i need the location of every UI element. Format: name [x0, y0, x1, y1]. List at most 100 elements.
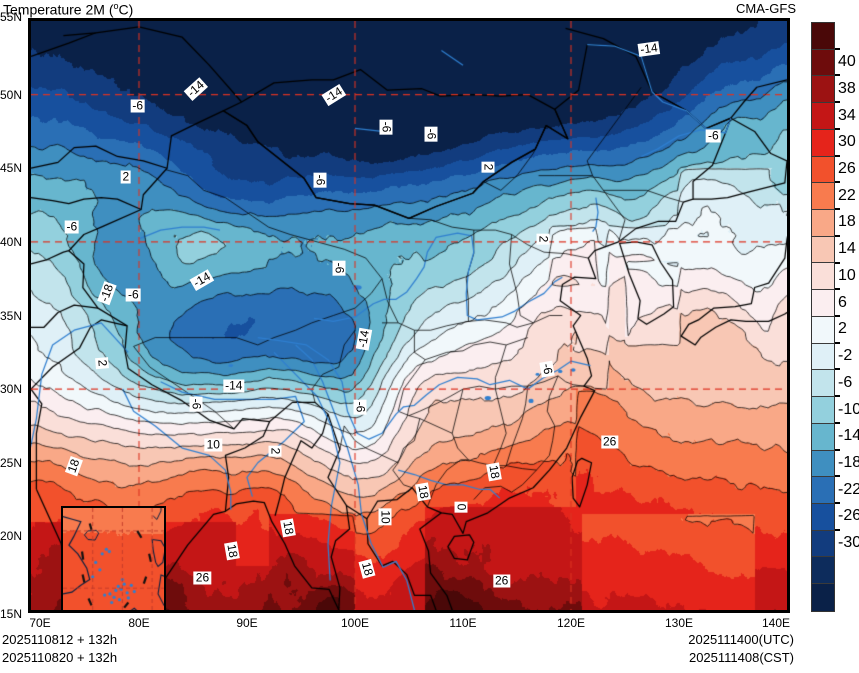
colorbar-tick-label: 22 [838, 186, 856, 204]
contour-label: 2 [268, 445, 283, 457]
contour-label: 2 [95, 356, 110, 369]
contour-label: 0 [454, 501, 469, 513]
temperature-colorbar [811, 22, 835, 612]
colorbar-tick-label: -6 [838, 373, 853, 391]
page-title-unit: C) [118, 1, 134, 18]
colorbar-tick-mark [835, 74, 840, 77]
colorbar-tick-label: 2 [838, 320, 847, 338]
colorbar-segment [812, 156, 834, 184]
colorbar-tick-label: -30 [838, 534, 859, 552]
colorbar-tick-label: 18 [838, 213, 856, 231]
contour-label: 2 [120, 169, 132, 184]
latitude-tick-label: 40N [0, 234, 23, 249]
colorbar-tick-mark [835, 368, 840, 371]
title-bar: Temperature 2M (oC) CMA-GFS [0, 0, 859, 20]
contour-label: 18 [223, 541, 241, 561]
colorbar-tick-label: 30 [838, 133, 856, 151]
colorbar-tick-mark [835, 127, 840, 130]
contour-label: 26 [600, 434, 619, 449]
longitude-tick-label: 70E [29, 616, 51, 630]
colorbar-segment [812, 103, 834, 130]
colorbar-segment [812, 290, 834, 317]
map-plot-area[interactable]: -14 -14 -14 -6 -6 -6 -6 2 2 -6 -6 2 -6 -14 -6 -18 -14 2 -1… [28, 18, 790, 613]
colorbar-tick-mark [835, 181, 840, 184]
degree-symbol: o [113, 1, 119, 11]
contour-label: 18 [486, 461, 503, 482]
colorbar-tick-mark [835, 475, 840, 478]
colorbar-tick-label: -14 [838, 427, 859, 445]
colorbar-tick-label: 38 [838, 79, 856, 97]
contour-label: 2 [481, 161, 496, 173]
latitude-tick-label: 20N [0, 529, 23, 544]
colorbar-tick-mark [835, 101, 840, 104]
contour-label: -6 [353, 399, 368, 415]
valid-time-utc-label: 2025111400(UTC) [688, 632, 794, 647]
contour-label: -6 [379, 119, 394, 135]
colorbar-segment [812, 49, 834, 77]
longitude-tick-label: 130E [664, 616, 694, 630]
colorbar-segment [812, 584, 834, 611]
longitude-tick-label: 140E [761, 616, 791, 630]
contour-label: 26 [492, 573, 511, 588]
contour-label: -6 [189, 396, 204, 412]
longitude-tick-label: 90E [236, 616, 258, 630]
contour-label: 10 [378, 508, 393, 526]
colorbar-segment [812, 23, 834, 50]
colorbar-tick-label: 14 [838, 240, 856, 258]
colorbar-tick-label: 6 [838, 293, 847, 311]
contour-label: -6 [126, 287, 141, 302]
colorbar-segment [812, 370, 834, 398]
page-title-text: Temperature 2M ( [3, 1, 114, 18]
contour-label: 10 [204, 437, 222, 452]
longitude-tick-label: 100E [340, 616, 370, 630]
colorbar-tick-mark [835, 395, 840, 398]
colorbar-segment [812, 477, 834, 504]
colorbar-tick-label: 26 [838, 160, 856, 177]
latitude-tick-label: 15N [0, 607, 23, 621]
colorbar-tick-mark [835, 502, 840, 505]
contour-label: -6 [64, 219, 80, 234]
longitude-tick-label: 110E [449, 616, 477, 630]
latitude-tick-label: 30N [0, 382, 23, 397]
contour-label: -6 [539, 360, 556, 377]
colorbar-tick-label: -22 [838, 480, 859, 498]
valid-time-cst-label: 2025111408(CST) [688, 650, 794, 665]
colorbar-segment [812, 210, 834, 237]
contour-label: 2 [536, 233, 551, 245]
contour-label: -6 [130, 98, 146, 113]
colorbar-tick-mark [835, 315, 840, 317]
latitude-tick-label: 50N [0, 87, 23, 102]
colorbar-tick-label: 40 [838, 53, 856, 71]
colorbar-tick-mark [835, 341, 840, 344]
colorbar-segment [812, 530, 834, 558]
colorbar-tick-label: 34 [838, 106, 856, 124]
colorbar-segment [812, 397, 834, 424]
model-name-label: CMA-GFS [736, 1, 796, 16]
colorbar-segment [812, 343, 834, 371]
colorbar-tick-label: -10 [838, 400, 859, 418]
contour-label: -6 [424, 127, 439, 142]
latitude-tick-label: 55N [0, 10, 23, 24]
contour-label: -6 [705, 128, 721, 143]
colorbar-segment [812, 316, 834, 344]
colorbar-segment [812, 183, 834, 211]
colorbar-tick-mark [835, 448, 840, 451]
colorbar-tick-mark [835, 208, 840, 211]
latitude-tick-label: 45N [0, 161, 23, 176]
colorbar-tick-mark [835, 234, 840, 237]
colorbar-segment [812, 129, 834, 157]
colorbar-tick-mark [835, 154, 840, 157]
colorbar-segment [812, 503, 834, 531]
latitude-tick-label: 35N [0, 308, 23, 323]
contour-label: 18 [279, 517, 297, 538]
colorbar-tick-mark [835, 528, 840, 531]
colorbar-tick-label: -26 [838, 507, 859, 525]
colorbar-tick-label: 10 [838, 266, 856, 284]
init-time-cst-label: 2025110820 + 132h [2, 650, 118, 665]
colorbar-segment [812, 557, 834, 585]
init-time-utc-label: 2025110812 + 132h [2, 632, 118, 647]
colorbar-tick-mark [835, 421, 840, 424]
latitude-tick-label: 25N [0, 455, 23, 470]
contour-label: 26 [193, 570, 212, 585]
colorbar-segment [812, 423, 834, 451]
